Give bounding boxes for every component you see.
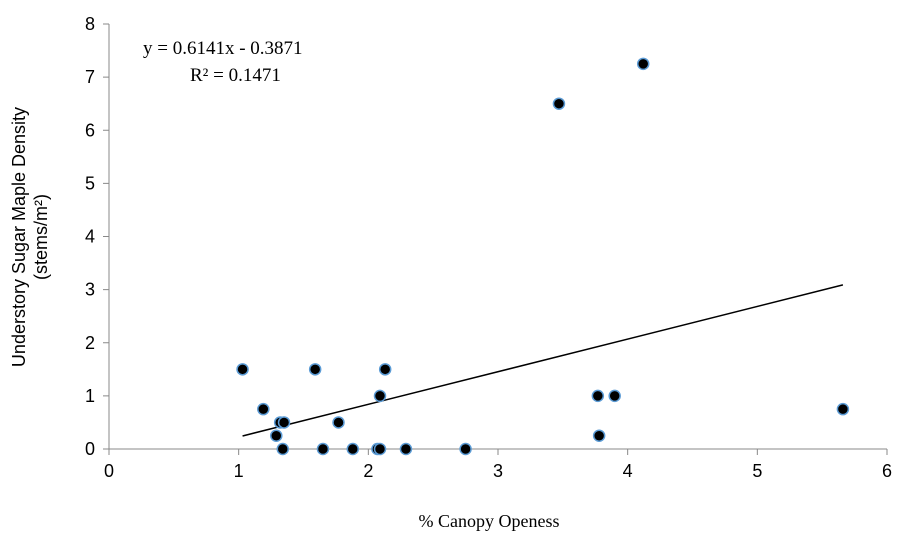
data-point (836, 402, 850, 416)
equation-annotation: y = 0.6141x - 0.3871 (143, 38, 303, 59)
y-tick-label: 0 (85, 439, 95, 459)
data-point (346, 442, 360, 456)
x-tick-label: 2 (363, 461, 373, 481)
x-axis-ticks: 0 1 2 3 4 5 6 (104, 449, 892, 481)
data-point (552, 97, 566, 110)
y-tick-label: 1 (85, 386, 95, 406)
data-point (399, 442, 413, 456)
data-point (308, 363, 322, 376)
y-tick-label: 4 (85, 227, 95, 247)
data-point (373, 442, 387, 456)
x-tick-label: 0 (104, 461, 114, 481)
y-tick-label: 5 (85, 173, 95, 193)
y-tick-label: 3 (85, 280, 95, 300)
y-axis-title-line2: (stems/m²) (31, 194, 51, 280)
data-point (636, 57, 650, 71)
y-axis-title-line1: Understory Sugar Maple Density (9, 107, 29, 367)
x-axis-title: % Canopy Openess (419, 511, 560, 531)
data-point (332, 416, 345, 429)
y-tick-label: 6 (85, 120, 95, 140)
x-tick-label: 4 (623, 461, 633, 481)
data-point (592, 429, 606, 442)
y-tick-label: 2 (85, 333, 95, 353)
data-point (316, 442, 330, 456)
data-point (236, 363, 249, 376)
data-point (591, 389, 605, 403)
data-point (257, 402, 270, 416)
data-point (276, 442, 290, 456)
data-point (459, 442, 472, 456)
data-point (608, 389, 621, 403)
axes (108, 24, 887, 450)
x-tick-label: 1 (234, 461, 244, 481)
data-point (373, 389, 387, 403)
x-tick-label: 3 (493, 461, 503, 481)
data-point (378, 363, 392, 376)
y-tick-label: 8 (85, 14, 95, 34)
x-tick-label: 6 (882, 461, 892, 481)
r-squared-annotation: R² = 0.1471 (190, 65, 281, 86)
y-axis-ticks: 0 1 2 3 4 5 6 7 8 (85, 14, 109, 459)
trendline (242, 284, 844, 437)
y-axis-title: Understory Sugar Maple Density (stems/m²… (9, 107, 51, 367)
data-point (270, 429, 283, 442)
data-point (277, 416, 291, 429)
data-points (236, 57, 850, 456)
x-tick-label: 5 (752, 461, 762, 481)
y-tick-label: 7 (85, 67, 95, 87)
